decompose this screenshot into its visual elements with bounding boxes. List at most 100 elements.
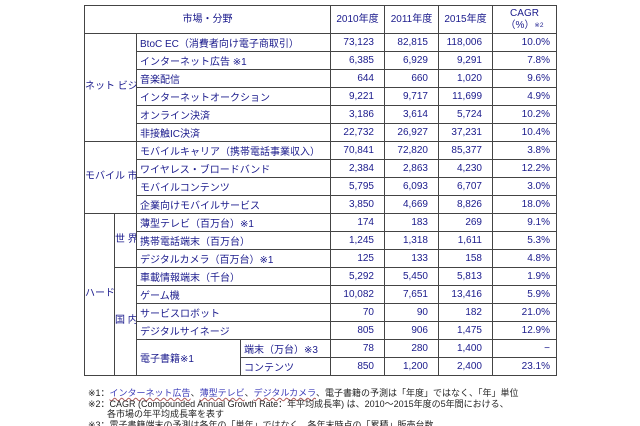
table-row: モバイルコンテンツ 5,795 6,093 6,707 3.0% [85, 177, 557, 196]
value-2010: 6,385 [330, 51, 385, 70]
value-2010: 78 [330, 339, 385, 358]
value-cagr: 3.0% [492, 177, 557, 196]
col-header-2011: 2011年度 [384, 5, 439, 34]
value-2015: 9,291 [438, 51, 493, 70]
table-row: ゲーム機 10,082 7,651 13,416 5.9% [85, 285, 557, 304]
table-row: ワイヤレス・ブロードバンド 2,384 2,863 4,230 12.2% [85, 159, 557, 178]
group-label-mobile: モバイル 市場 （国内） [84, 141, 137, 214]
value-cagr: 5.3% [492, 231, 557, 250]
footnote-1: ※1：インターネット広告、薄型テレビ、デジタルカメラ、電子書籍の予測は「年度」で… [88, 388, 636, 399]
table-row: インターネット広告 ※1 6,385 6,929 9,291 7.8% [85, 51, 557, 70]
row-label: モバイルキャリア（携帯電話事業収入） [136, 141, 331, 160]
value-2010: 3,186 [330, 105, 385, 124]
row-label: 車載情報端末（千台） [136, 267, 331, 286]
value-2015: 5,813 [438, 267, 493, 286]
col-header-2010: 2010年度 [330, 5, 385, 34]
value-cagr: 12.2% [492, 159, 557, 178]
market-forecast-table: 市場・分野 2010年度 2011年度 2015年度 CAGR （%）※2 ネッ… [84, 5, 557, 376]
value-2010: 73,123 [330, 33, 385, 52]
value-cagr: 18.0% [492, 195, 557, 214]
value-cagr: 4.9% [492, 87, 557, 106]
value-cagr: 3.8% [492, 141, 557, 160]
value-2010: 3,850 [330, 195, 385, 214]
footnotes: ※1：インターネット広告、薄型テレビ、デジタルカメラ、電子書籍の予測は「年度」で… [88, 388, 636, 426]
value-2015: 158 [438, 249, 493, 268]
value-2015: 85,377 [438, 141, 493, 160]
table-row: ハード 市場 世 界 薄型テレビ（百万台）※1 174 183 269 9.1% [84, 213, 557, 376]
row-label: モバイルコンテンツ [136, 177, 331, 196]
value-2010: 70 [330, 303, 385, 322]
value-2011: 5,450 [384, 267, 439, 286]
footnote-1-term-flat-tv: 薄型テレビ [199, 388, 245, 398]
value-2010: 9,221 [330, 87, 385, 106]
value-2015: 6,707 [438, 177, 493, 196]
row-label: ゲーム機 [136, 285, 331, 304]
col-header-market-field: 市場・分野 [84, 5, 331, 34]
value-cagr: − [492, 339, 557, 358]
value-2011: 82,815 [384, 33, 439, 52]
value-2011: 280 [384, 339, 439, 358]
value-cagr: 10.2% [492, 105, 557, 124]
value-2011: 1,318 [384, 231, 439, 250]
value-2010: 5,292 [330, 267, 385, 286]
value-cagr: 9.6% [492, 69, 557, 88]
value-2015: 2,400 [438, 357, 493, 376]
value-2010: 1,245 [330, 231, 385, 250]
col-header-cagr: CAGR （%）※2 [492, 5, 557, 34]
value-2015: 1,611 [438, 231, 493, 250]
value-2015: 1,400 [438, 339, 493, 358]
value-2010: 805 [330, 321, 385, 340]
value-cagr: 5.9% [492, 285, 557, 304]
value-cagr: 12.9% [492, 321, 557, 340]
footnote-1-marker: ※1： [88, 388, 110, 398]
value-cagr: 10.0% [492, 33, 557, 52]
value-cagr: 21.0% [492, 303, 557, 322]
row-label: インターネット広告 ※1 [136, 51, 331, 70]
table-row: 国 内 車載情報端末（千台） 5,292 5,450 5,813 1.9% [85, 267, 557, 376]
value-cagr: 23.1% [492, 357, 557, 376]
value-2011: 133 [384, 249, 439, 268]
table-row: 電子書籍※1 端末（万台）※3 78 280 1,400 − [85, 339, 557, 376]
value-2010: 5,795 [330, 177, 385, 196]
subgroup-label-world: 世 界 [114, 213, 137, 268]
value-2015: 1,475 [438, 321, 493, 340]
cagr-footnote-ref: ※2 [534, 21, 544, 29]
value-2010: 22,732 [330, 123, 385, 142]
footnote-2-line2: 各市場の年平均成長率を表す [107, 409, 225, 419]
value-2011: 1,200 [384, 357, 439, 376]
table-row: デジタルカメラ（百万台）※1 125 133 158 4.8% [85, 249, 557, 268]
value-2011: 660 [384, 69, 439, 88]
table-row: 非接触IC決済 22,732 26,927 37,231 10.4% [85, 123, 557, 142]
footnote-1-term-internet-ad: インターネット広告 [109, 388, 191, 398]
value-cagr: 7.8% [492, 51, 557, 70]
row-label-ebook: 電子書籍※1 [136, 339, 241, 376]
value-2015: 118,006 [438, 33, 493, 52]
value-2011: 3,614 [384, 105, 439, 124]
value-2011: 72,820 [384, 141, 439, 160]
col-header-2015: 2015年度 [438, 5, 493, 34]
value-cagr: 4.8% [492, 249, 557, 268]
footnote-1-rest: 、電子書籍の予測は「年度」ではなく、「年」単位 [315, 388, 519, 398]
footnote-3: ※3：電子書籍端末の予測は各年の「単年」ではなく、各年末時点の「累積」販売台数 [88, 419, 434, 426]
value-cagr: 1.9% [492, 267, 557, 286]
row-label: インターネットオークション [136, 87, 331, 106]
row-label: 携帯電話端末（百万台） [136, 231, 331, 250]
group-label-net-business: ネット ビジネス 市場・ （国内） [84, 33, 137, 142]
value-2011: 6,929 [384, 51, 439, 70]
value-cagr: 9.1% [492, 213, 557, 232]
value-2015: 269 [438, 213, 493, 232]
cagr-label-line1: CAGR [510, 7, 539, 19]
value-2011: 6,093 [384, 177, 439, 196]
row-label: 端末（万台）※3 [240, 339, 331, 358]
value-2010: 125 [330, 249, 385, 268]
value-2011: 7,651 [384, 285, 439, 304]
table-row: 企業向けモバイルサービス 3,850 4,669 8,826 18.0% [85, 195, 557, 214]
row-label: 薄型テレビ（百万台）※1 [136, 213, 331, 232]
table-row: オンライン決済 3,186 3,614 5,724 10.2% [85, 105, 557, 124]
table-row: インターネットオークション 9,221 9,717 11,699 4.9% [85, 87, 557, 106]
value-2011: 906 [384, 321, 439, 340]
value-2015: 11,699 [438, 87, 493, 106]
row-label: コンテンツ [240, 357, 331, 376]
value-2015: 13,416 [438, 285, 493, 304]
